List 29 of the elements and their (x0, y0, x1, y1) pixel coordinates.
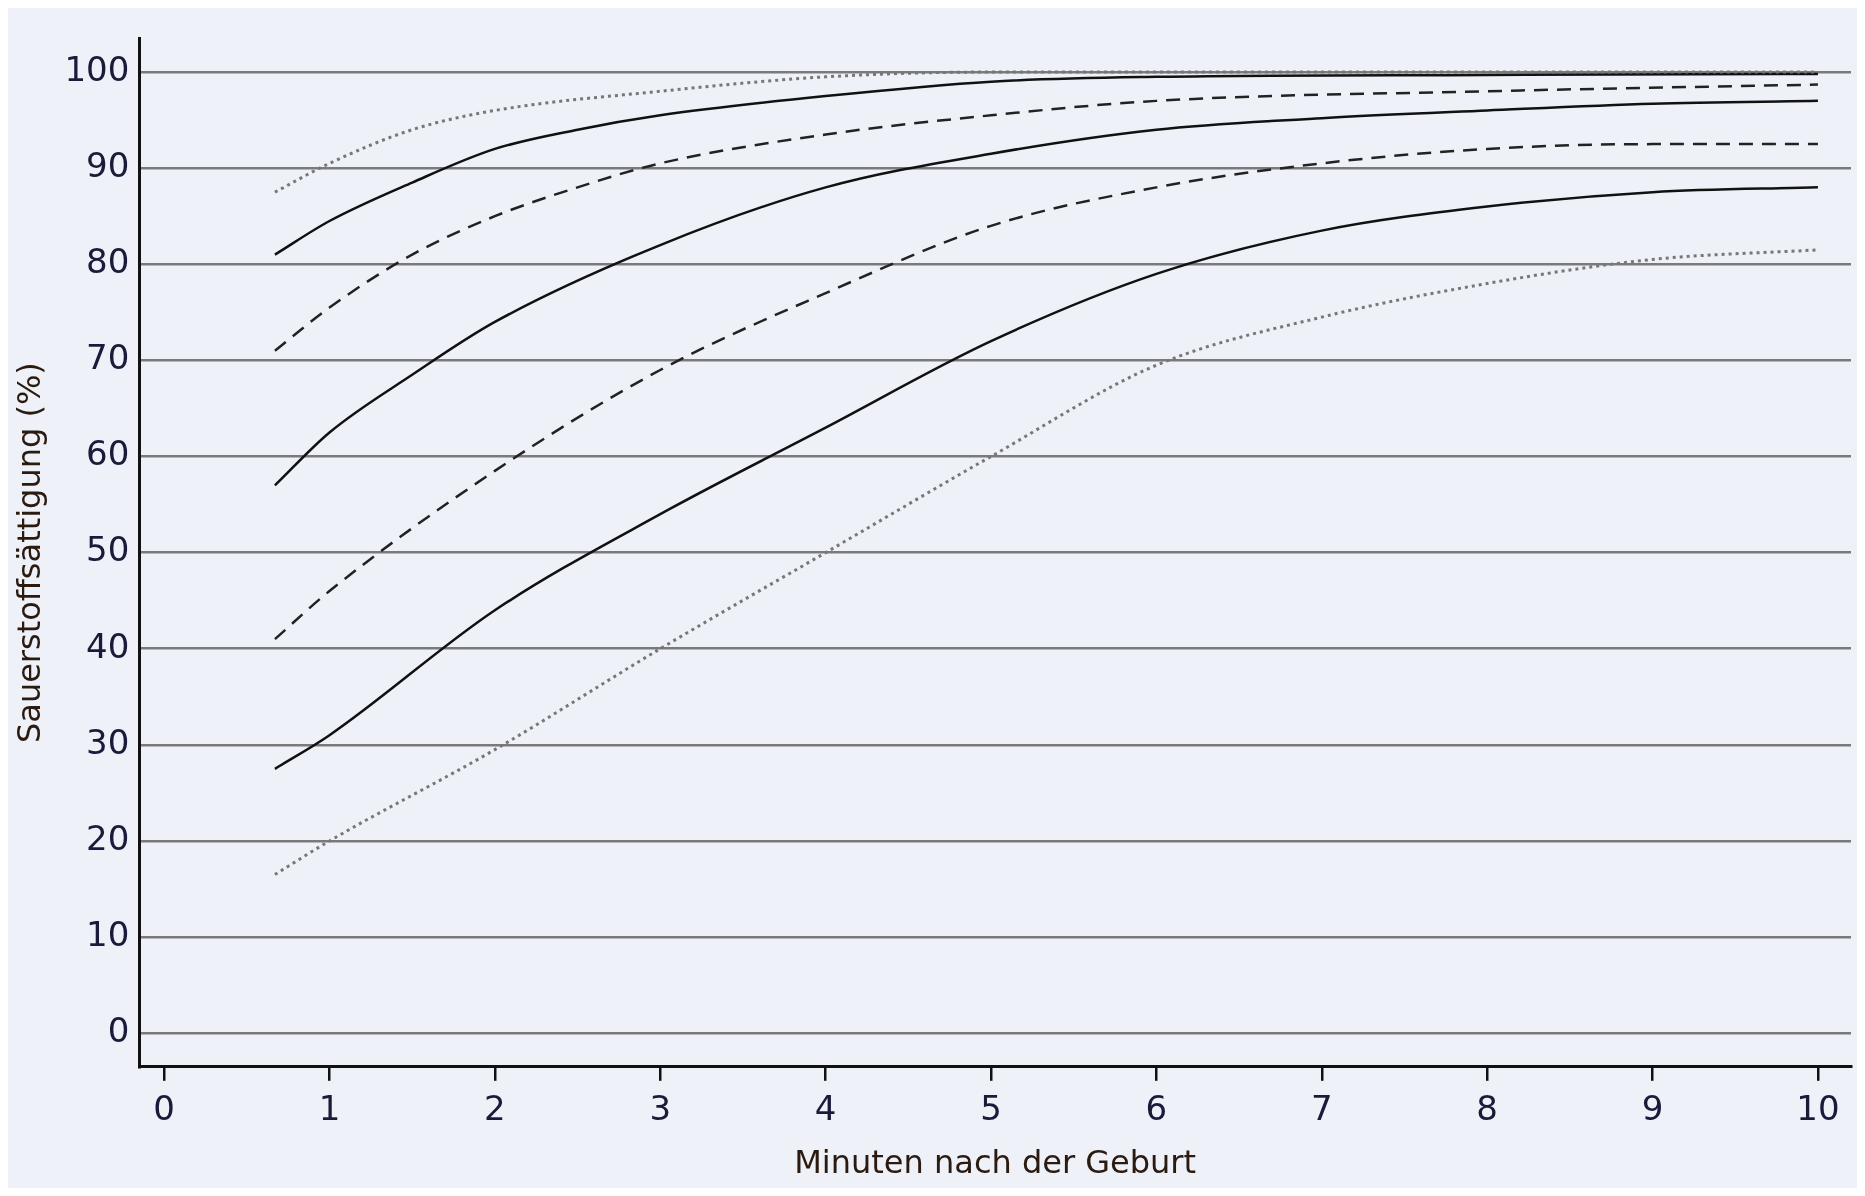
line-series (273, 142, 1820, 641)
x-tick-label: 9 (1641, 1088, 1664, 1129)
x-tick-label: 0 (153, 1088, 175, 1129)
x-tick-label: 1 (318, 1088, 341, 1129)
line-series (273, 186, 1820, 771)
x-tick-label: 3 (649, 1088, 672, 1129)
x-tick-label: 5 (980, 1088, 1002, 1129)
y-tick-label: 70 (86, 337, 130, 378)
y-tick-label: 80 (86, 241, 130, 282)
y-tick-label: 50 (86, 529, 130, 570)
y-tick-label: 90 (86, 144, 130, 185)
x-tick-label: 7 (1310, 1088, 1333, 1129)
y-axis-title: Sauerstoffsättigung (%) (9, 362, 48, 744)
line-series (273, 72, 1820, 256)
y-tick-label: 30 (86, 721, 130, 762)
line-series (273, 99, 1820, 487)
x-tick-label: 8 (1476, 1088, 1498, 1129)
y-tick-label: 40 (86, 625, 130, 666)
y-tick-label: 10 (86, 913, 130, 954)
x-axis-title: Minuten nach der Geburt (794, 1143, 1197, 1182)
y-tick-label: 20 (86, 817, 130, 858)
x-tick-label: 2 (484, 1088, 506, 1129)
x-tick-label: 10 (1796, 1088, 1840, 1129)
y-tick-label: 60 (86, 433, 130, 474)
line-series (273, 83, 1820, 353)
x-tick-label: 4 (814, 1088, 837, 1129)
y-tick-label: 0 (107, 1009, 130, 1050)
y-tick-label: 100 (64, 48, 130, 89)
x-tick-label: 6 (1145, 1088, 1168, 1129)
